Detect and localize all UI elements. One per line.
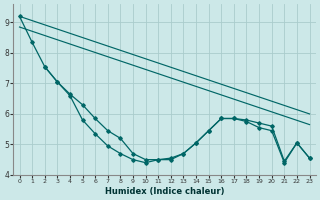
X-axis label: Humidex (Indice chaleur): Humidex (Indice chaleur): [105, 187, 224, 196]
